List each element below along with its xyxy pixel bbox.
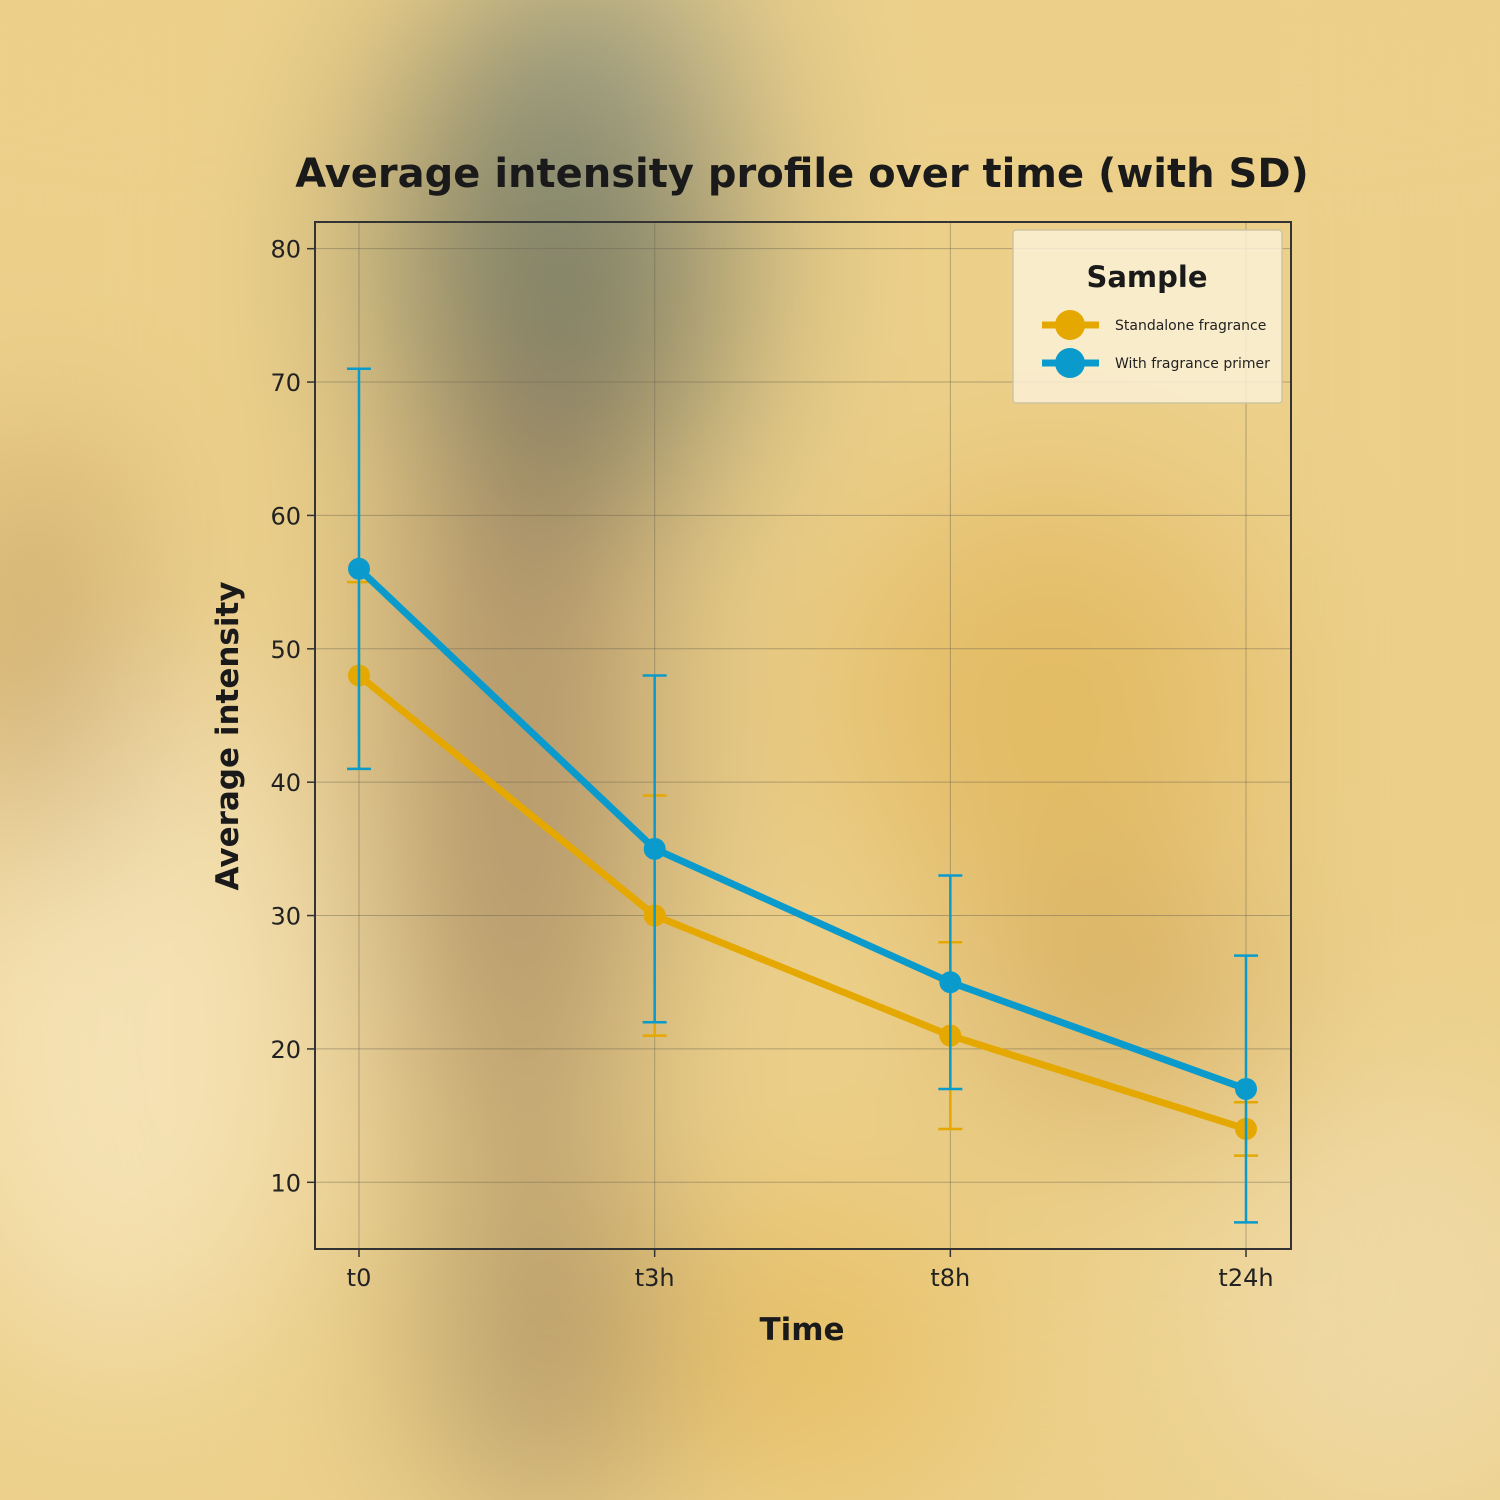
y-tick-label: 40 [270, 769, 301, 797]
x-tick-label: t3h [635, 1264, 675, 1292]
series-2 [347, 367, 1258, 1224]
data-point [939, 971, 962, 994]
x-tick-label: t24h [1218, 1264, 1273, 1292]
data-point [1235, 1077, 1257, 1100]
legend: Sample Standalone fragrance With fragranc… [1012, 229, 1283, 404]
x-tick-label: t8h [930, 1264, 970, 1292]
legend-swatch-marker [1055, 348, 1085, 378]
y-tick-label: 80 [270, 236, 301, 264]
x-axis: t0 t3h t8h t24h [347, 1249, 1274, 1292]
y-tick-label: 30 [270, 903, 301, 931]
legend-box [1012, 229, 1283, 404]
y-tick-label: 60 [270, 502, 301, 530]
y-tick-label: 70 [270, 369, 301, 397]
data-point [643, 837, 666, 860]
data-point [348, 557, 370, 580]
x-axis-label: Time [759, 1312, 844, 1348]
plot-frame [314, 221, 1292, 1250]
legend-label: Standalone fragrance [1115, 318, 1266, 334]
y-tick-label: 50 [270, 636, 301, 664]
series-layer [347, 367, 1258, 1224]
legend-swatch-marker [1055, 310, 1085, 340]
y-tick-label: 20 [270, 1036, 301, 1064]
legend-entry: Standalone fragrance [1042, 310, 1266, 340]
chart-title: Average intensity profile over time (wit… [295, 151, 1309, 197]
y-tick-label: 10 [270, 1169, 301, 1197]
legend-entries: Standalone fragrance With fragrance prime… [1042, 310, 1270, 378]
series-line [355, 565, 1250, 1093]
series-line [355, 671, 1250, 1133]
legend-label: With fragrance primer [1115, 356, 1270, 372]
legend-entry: With fragrance primer [1042, 348, 1270, 378]
y-axis-label: Average intensity [210, 581, 246, 890]
y-axis: 10 20 30 40 50 60 70 80 [270, 236, 315, 1197]
legend-title: Sample [1086, 260, 1207, 294]
x-tick-label: t0 [347, 1264, 372, 1292]
